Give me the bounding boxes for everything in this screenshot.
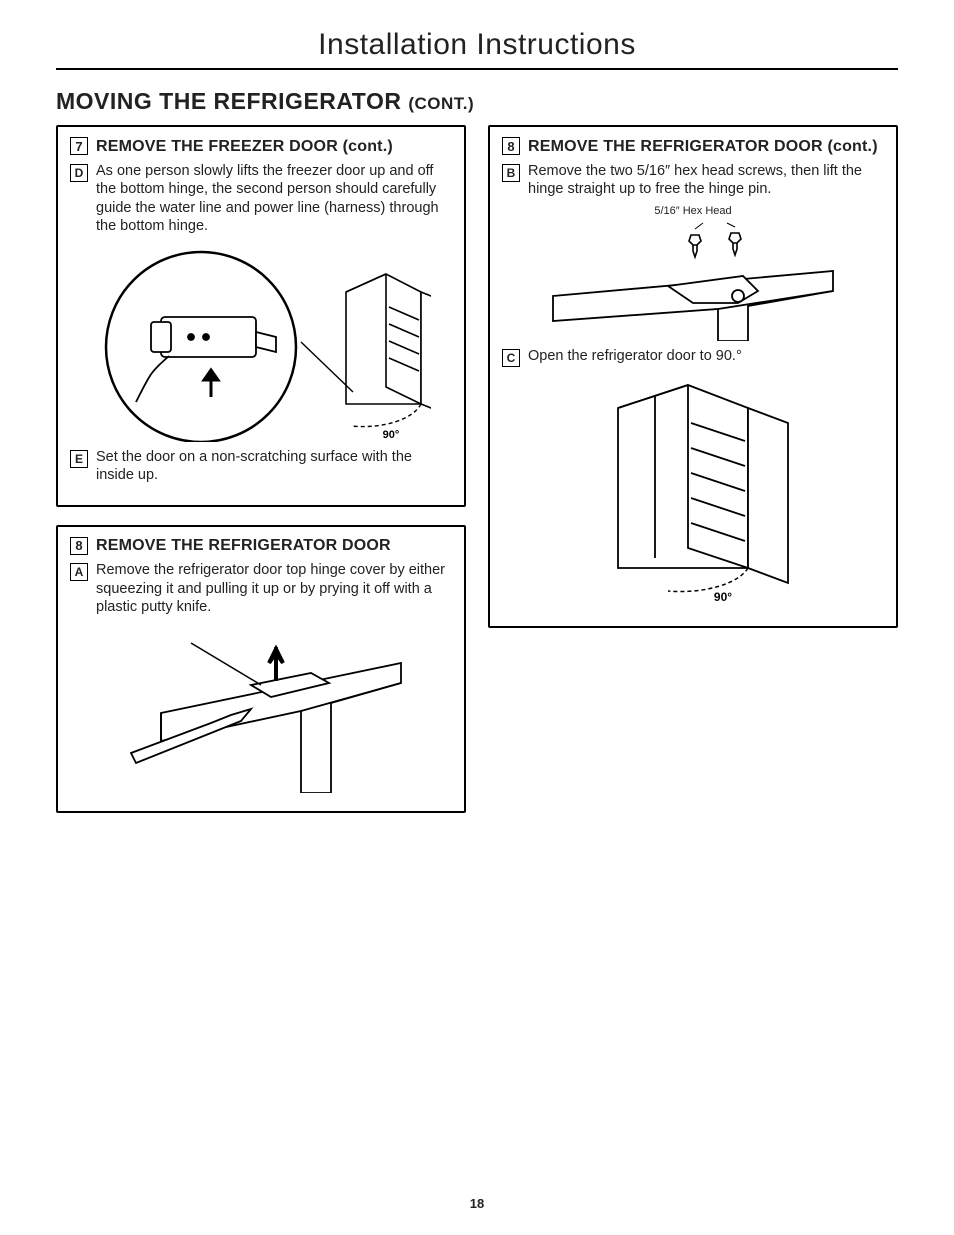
angle-label: 90° — [714, 590, 732, 604]
figure-hex-screws — [502, 221, 884, 341]
panel-title: REMOVE THE REFRIGERATOR DOOR — [96, 537, 391, 555]
panel-8-refrigerator-door-cont: 8 REMOVE THE REFRIGERATOR DOOR (cont.) B… — [488, 125, 898, 628]
angle-label: 90° — [383, 429, 400, 441]
right-column: 8 REMOVE THE REFRIGERATOR DOOR (cont.) B… — [488, 125, 898, 628]
step-letter-box: E — [70, 450, 88, 468]
step-number-box: 8 — [70, 537, 88, 555]
panel-8-refrigerator-door: 8 REMOVE THE REFRIGERATOR DOOR A Remove … — [56, 525, 466, 813]
section-heading: MOVING THE REFRIGERATOR (CONT.) — [56, 88, 898, 115]
step-letter-box: B — [502, 164, 520, 182]
step-text: Remove the refrigerator door top hinge c… — [96, 561, 452, 617]
step-row: C Open the refrigerator door to 90.° — [502, 347, 884, 367]
figure-hinge-cover — [70, 623, 452, 793]
step-number-box: 7 — [70, 137, 88, 155]
panel-7-freezer-door: 7 REMOVE THE FREEZER DOOR (cont.) D As o… — [56, 125, 466, 507]
step-number-box: 8 — [502, 137, 520, 155]
section-heading-cont: (CONT.) — [408, 94, 474, 113]
panel-header: 7 REMOVE THE FREEZER DOOR (cont.) — [70, 137, 452, 156]
step-row: A Remove the refrigerator door top hinge… — [70, 561, 452, 617]
page-number: 18 — [0, 1196, 954, 1211]
section-heading-text: MOVING THE REFRIGERATOR — [56, 88, 401, 114]
figure-hinge-detail: 90° — [70, 242, 452, 442]
step-text: Set the door on a non-scratching surface… — [96, 448, 452, 485]
step-row: E Set the door on a non-scratching surfa… — [70, 448, 452, 485]
step-letter-box: A — [70, 563, 88, 581]
step-row: B Remove the two 5/16″ hex head screws, … — [502, 162, 884, 199]
content-columns: 7 REMOVE THE FREEZER DOOR (cont.) D As o… — [56, 125, 898, 813]
step-letter-box: D — [70, 164, 88, 182]
figure-fridge-door-open: 90° — [502, 373, 884, 608]
step-row: D As one person slowly lifts the freezer… — [70, 162, 452, 236]
panel-header: 8 REMOVE THE REFRIGERATOR DOOR — [70, 537, 452, 556]
step-letter-box: C — [502, 349, 520, 367]
step-text: Open the refrigerator door to 90.° — [528, 347, 742, 366]
left-column: 7 REMOVE THE FREEZER DOOR (cont.) D As o… — [56, 125, 466, 813]
page-title: Installation Instructions — [56, 28, 898, 68]
step-text: As one person slowly lifts the freezer d… — [96, 162, 452, 236]
panel-header: 8 REMOVE THE REFRIGERATOR DOOR (cont.) — [502, 137, 884, 156]
hex-head-label: 5/16″ Hex Head — [502, 205, 884, 217]
step-text: Remove the two 5/16″ hex head screws, th… — [528, 162, 884, 199]
title-rule — [56, 68, 898, 70]
panel-title: REMOVE THE FREEZER DOOR (cont.) — [96, 138, 393, 156]
panel-title: REMOVE THE REFRIGERATOR DOOR (cont.) — [528, 138, 878, 156]
